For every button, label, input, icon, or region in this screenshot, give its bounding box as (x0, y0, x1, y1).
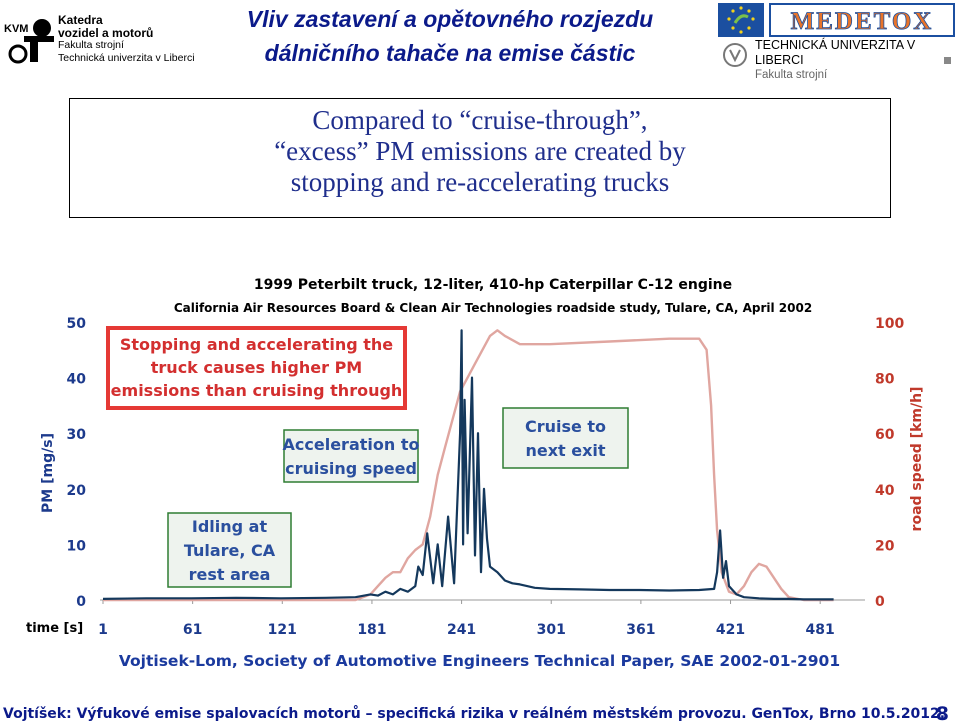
x-tick-label: 121 (268, 622, 297, 638)
y-left-tick-label: 20 (67, 483, 87, 499)
annotation-line: rest area (189, 565, 271, 584)
x-tick-label: 301 (537, 622, 566, 638)
x-tick-label: 241 (447, 622, 476, 638)
x-tick-label: 181 (357, 622, 386, 638)
chart-subtitle: California Air Resources Board & Clean A… (174, 301, 812, 315)
tul-logo-icon (723, 43, 747, 67)
y-left-tick-label: 10 (67, 538, 87, 554)
annotation-text: Acceleration to cruising speed (283, 435, 420, 478)
kvm-line-2: vozidel a motorů (58, 25, 154, 40)
chart-annotations: Stopping and accelerating the truck cause… (106, 326, 629, 588)
slide-header: KVM Katedra vozidel a motorů Fakulta str… (0, 0, 959, 81)
life-programme-logo-icon (718, 3, 764, 37)
annotation-box (106, 326, 407, 410)
y-right-tick-label: 20 (875, 538, 895, 554)
annotation-line: Acceleration to (283, 435, 420, 454)
annotation-line: truck causes higher PM (151, 358, 362, 377)
y-right-tick-label: 0 (875, 594, 885, 610)
y-right-tick-label: 100 (875, 316, 904, 332)
annotation-text: Cruise to next exit (525, 417, 606, 460)
kvm-line-4: Technická univerzita v Liberci (58, 51, 195, 64)
speed-series-line (103, 329, 834, 602)
tul-line-2: Fakulta strojní (755, 69, 828, 81)
callout-line-1: Compared to “cruise-through”, (312, 105, 648, 135)
kvm-abbr: KVM (4, 23, 28, 35)
callout-line-2: “excess” PM emissions are created by (274, 136, 686, 166)
y-left-tick-label: 0 (76, 594, 86, 610)
y-right-tick-label: 80 (875, 372, 895, 388)
slide-footer: Vojtíšek: Výfukové emise spalovacích mot… (0, 703, 959, 728)
annotation-line: Idling at (192, 517, 268, 536)
annotation-line: cruising speed (285, 459, 417, 478)
title-line-2: dálničního tahače na emise částic (264, 40, 636, 66)
annotation-box (502, 407, 629, 469)
y-left-tick-label: 40 (67, 372, 87, 388)
x-tick-label: 1 (98, 622, 108, 638)
callout-line-3: stopping and re-accelerating trucks (290, 167, 670, 197)
annotation-line: Stopping and accelerating the (120, 335, 393, 354)
annotation-line: Cruise to (525, 417, 606, 436)
annotation-box (167, 512, 292, 588)
x-tick-label: 421 (716, 622, 745, 638)
kvm-line-3: Fakulta strojní (58, 39, 124, 51)
footer-text: Vojtíšek: Výfukové emise spalovacích mot… (3, 706, 946, 722)
x-tick-label: 361 (626, 622, 655, 638)
chart-series-layer (102, 329, 834, 602)
decorative-square (944, 57, 951, 64)
title-line-1: Vliv zastavení a opětovného rozjezdu (246, 6, 654, 32)
chart-title: 1999 Peterbilt truck, 12-liter, 410-hp C… (254, 277, 732, 293)
y-left-tick-label: 30 (67, 427, 87, 443)
x-tick-label: 481 (806, 622, 835, 638)
y-right-tick-label: 60 (875, 427, 895, 443)
annotation-text: Idling at Tulare, CA rest area (184, 517, 276, 584)
x-tick-label: 61 (183, 622, 202, 638)
annotation-line: next exit (525, 441, 605, 460)
tul-line-1: TECHNICKÁ UNIVERZITA V LIBERCI (755, 38, 916, 67)
pm-series-line (102, 329, 834, 601)
y-right-tick-label: 40 (875, 483, 895, 499)
chart-axes: 0 10 20 30 40 50 0 20 40 60 80 100 1 61 121 181 241 301 36… (67, 316, 905, 638)
pm-emissions-chart: 1999 Peterbilt truck, 12-liter, 410-hp C… (26, 277, 925, 638)
kvm-line-1: Katedra (58, 13, 103, 27)
medetox-logo: MEDETOX (769, 3, 955, 37)
y-axis-right-label: road speed [km/h] (909, 387, 925, 532)
slide-title: Vliv zastavení a opětovného rozjezdu dál… (190, 2, 710, 70)
callout-text: Compared to “cruise-through”, “excess” P… (70, 105, 890, 198)
annotation-line: Tulare, CA (184, 541, 276, 560)
kvm-department-text: Katedra vozidel a motorů Fakulta strojní… (58, 14, 195, 64)
annotation-line: emissions than cruising through (111, 381, 403, 400)
citation: Vojtisek-Lom, Society of Automotive Engi… (118, 652, 841, 670)
page-number: 8 (935, 703, 949, 725)
annotation-box (283, 429, 419, 483)
tul-university-text: TECHNICKÁ UNIVERZITA V LIBERCI Fakulta s… (755, 38, 959, 83)
medetox-text: MEDETOX (791, 8, 934, 35)
medetox-logo-icon: MEDETOX (790, 8, 934, 36)
annotation-text: Stopping and accelerating the truck cause… (111, 335, 403, 400)
callout-box: Compared to “cruise-through”, “excess” P… (69, 98, 891, 218)
x-axis-label: time [s] (26, 621, 83, 636)
y-left-tick-label: 50 (67, 316, 87, 332)
y-axis-left-label: PM [mg/s] (40, 433, 56, 513)
kvm-logo-icon: KVM (4, 19, 54, 64)
